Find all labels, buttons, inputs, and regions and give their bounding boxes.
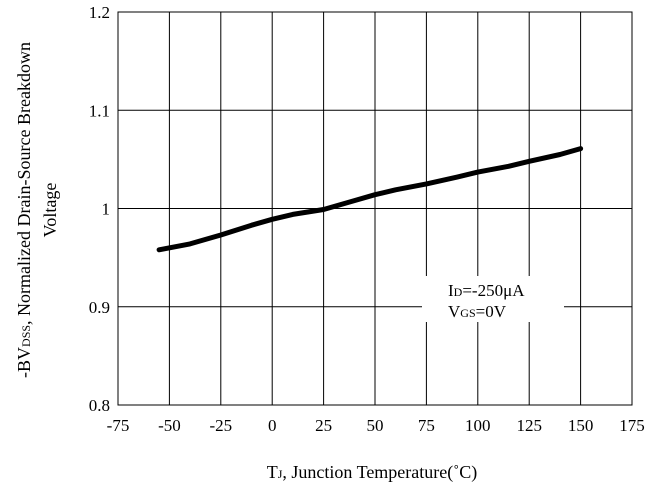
grid — [118, 12, 632, 405]
x-tick-label: 75 — [418, 416, 435, 435]
plot-frame — [117, 11, 633, 406]
x-tick-label: 150 — [568, 416, 594, 435]
x-tick-label: 50 — [367, 416, 384, 435]
annotation-id: ID=-250μA — [448, 281, 525, 300]
x-tick-label: 25 — [315, 416, 332, 435]
series-line — [156, 146, 584, 253]
x-tick-labels: -75 -50 -25 0 25 50 75 100 125 150 175 — [107, 416, 645, 435]
x-tick-label: -50 — [158, 416, 181, 435]
y-axis-label: -BVDSS, Normalized Drain-Source Breakdow… — [14, 42, 60, 378]
x-axis-label: TJ, Junction Temperature(˚C) — [267, 462, 478, 483]
y-tick-label: 1 — [102, 200, 111, 219]
x-tick-label: 0 — [268, 416, 277, 435]
x-tick-label: 125 — [516, 416, 542, 435]
y-tick-label: 0.9 — [89, 298, 110, 317]
y-axis-label-line2: Voltage — [40, 183, 60, 238]
y-tick-label: 1.2 — [89, 3, 110, 22]
y-tick-labels: 0.8 0.9 1 1.1 1.2 — [89, 3, 110, 415]
y-axis-label-line1: -BVDSS, Normalized Drain-Source Breakdow… — [14, 42, 34, 378]
y-tick-label: 0.8 — [89, 396, 110, 415]
x-tick-label: -75 — [107, 416, 130, 435]
x-tick-label: 175 — [619, 416, 645, 435]
legend-mask — [422, 276, 564, 322]
y-tick-label: 1.1 — [89, 101, 110, 120]
x-tick-label: -25 — [209, 416, 232, 435]
x-tick-label: 100 — [465, 416, 491, 435]
annotation-vgs: VGS=0V — [448, 302, 507, 321]
